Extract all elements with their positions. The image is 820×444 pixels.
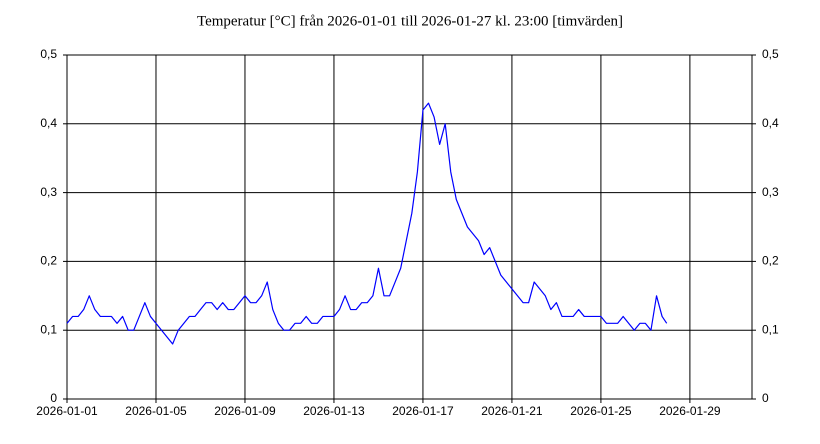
data-line [66,102,668,345]
y2-tick-label: 0,5 [762,47,779,61]
y-tick-label: 0,5 [40,47,57,61]
x-tick-label: 2026-01-01 [36,404,98,418]
y-tick-label: 0 [50,391,57,405]
y-tick-label: 0,3 [40,185,57,199]
x-tick-label: 2026-01-25 [570,404,632,418]
y-tick-label: 0,4 [40,116,57,130]
y-tick-label: 0,2 [40,254,57,268]
x-tick-label: 2026-01-05 [125,404,187,418]
y2-tick-label: 0,3 [762,185,779,199]
chart-title: Temperatur [°C] från 2026-01-01 till 202… [197,13,623,29]
y2-tick-label: 0,1 [762,322,779,336]
x-tick-label: 2026-01-13 [303,404,365,418]
x-tick-label: 2026-01-21 [481,404,543,418]
y-tick-label: 0,1 [40,322,57,336]
y2-tick-label: 0 [762,391,769,405]
x-tick-label: 2026-01-09 [214,404,276,418]
x-tick-label: 2026-01-29 [659,404,721,418]
y2-tick-label: 0,4 [762,116,779,130]
x-tick-label: 2026-01-17 [392,404,454,418]
y2-tick-label: 0,2 [762,254,779,268]
